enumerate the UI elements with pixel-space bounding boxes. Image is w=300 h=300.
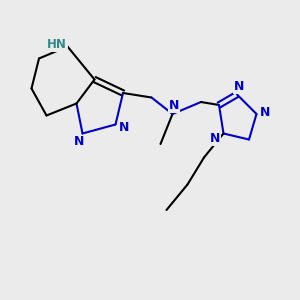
Text: HN: HN <box>47 38 67 52</box>
Text: N: N <box>260 106 270 119</box>
Text: N: N <box>119 121 129 134</box>
Text: N: N <box>234 80 244 94</box>
Text: N: N <box>169 99 179 112</box>
Text: N: N <box>210 132 220 146</box>
Text: N: N <box>74 135 85 148</box>
